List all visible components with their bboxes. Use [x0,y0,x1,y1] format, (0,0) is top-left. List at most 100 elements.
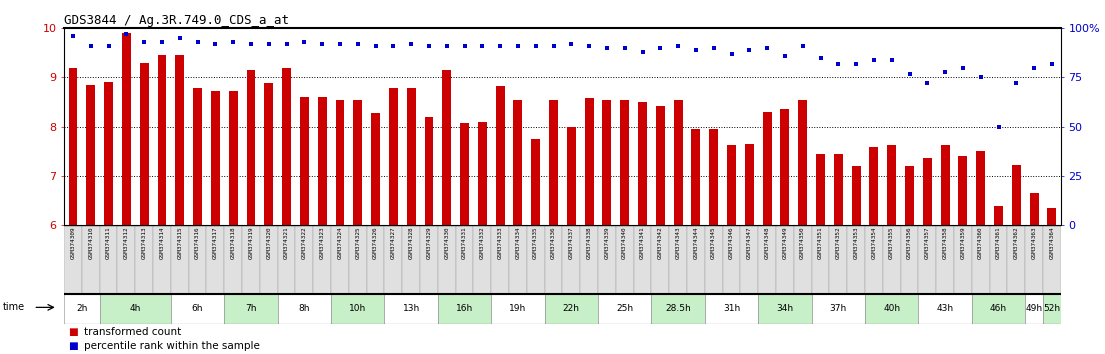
Point [420,43,438,49]
Bar [367,225,385,294]
Bar [242,225,260,294]
Bar [901,225,918,294]
Point [207,41,224,47]
Text: GSM374345: GSM374345 [712,227,716,259]
Point [82,43,99,49]
Text: GSM374347: GSM374347 [747,227,751,259]
Text: GSM374329: GSM374329 [427,227,431,259]
Text: ■: ■ [69,341,78,350]
Text: GSM374313: GSM374313 [141,227,147,259]
Bar [674,99,683,225]
Text: GSM374312: GSM374312 [124,227,129,259]
Bar [402,225,420,294]
Text: GSM374339: GSM374339 [604,227,610,259]
Bar [793,225,811,294]
Bar [971,294,1025,324]
Text: GSM374334: GSM374334 [515,227,520,259]
Text: GSM374348: GSM374348 [765,227,769,259]
Bar [171,294,224,324]
Text: GSM374316: GSM374316 [196,227,200,259]
Text: GSM374346: GSM374346 [729,227,734,259]
Bar [727,145,736,225]
Bar [705,225,723,294]
Bar [389,88,398,225]
Bar [282,68,291,225]
Bar [1008,225,1025,294]
Bar [633,225,652,294]
Text: GSM374315: GSM374315 [177,227,182,259]
Point [793,43,811,49]
Bar [277,225,295,294]
Point [277,41,295,47]
Text: GSM374320: GSM374320 [266,227,271,259]
Text: time: time [3,302,25,312]
Point [865,57,883,63]
Point [154,39,171,45]
Text: GSM374359: GSM374359 [960,227,966,259]
Text: GSM374357: GSM374357 [925,227,929,259]
Text: GSM374350: GSM374350 [800,227,806,259]
Text: 28.5h: 28.5h [665,304,691,313]
Point [438,43,455,49]
Point [883,57,901,63]
Bar [514,99,523,225]
Text: GSM374330: GSM374330 [444,227,450,259]
Bar [598,225,615,294]
Bar [758,294,811,324]
Point [723,51,740,57]
Text: GSM374319: GSM374319 [249,227,253,259]
Bar [905,166,914,225]
Point [1043,61,1061,67]
Point [509,43,527,49]
Bar [424,117,433,225]
Text: GSM374318: GSM374318 [231,227,235,259]
Point [812,55,830,61]
Bar [811,294,865,324]
Bar [224,294,277,324]
Text: 34h: 34h [777,304,793,313]
Bar [117,225,135,294]
Point [936,69,954,74]
Bar [438,225,455,294]
Point [990,124,1008,129]
Point [64,33,82,39]
Text: 49h: 49h [1025,304,1043,313]
Bar [86,85,95,225]
Text: GSM374354: GSM374354 [872,227,876,259]
Bar [385,225,402,294]
Text: 40h: 40h [883,304,901,313]
Bar [122,33,130,225]
Bar [923,159,932,225]
Text: GSM374324: GSM374324 [337,227,343,259]
Text: GSM374309: GSM374309 [71,227,75,259]
Text: GSM374358: GSM374358 [943,227,948,259]
Bar [758,225,776,294]
Bar [865,294,918,324]
Point [367,43,385,49]
Point [633,49,651,55]
Bar [99,225,117,294]
Text: 6h: 6h [192,304,203,313]
Bar [620,99,629,225]
Text: 31h: 31h [723,304,740,313]
Point [474,43,492,49]
Text: GSM374360: GSM374360 [978,227,983,259]
Bar [211,91,220,225]
Point [705,45,723,51]
Text: GSM374351: GSM374351 [818,227,823,259]
Bar [193,88,202,225]
Text: GSM374352: GSM374352 [835,227,841,259]
Bar [598,294,652,324]
Text: percentile rank within the sample: percentile rank within the sample [84,341,260,350]
Point [455,43,473,49]
Bar [492,225,509,294]
Text: GSM374325: GSM374325 [356,227,360,259]
Text: GSM374323: GSM374323 [319,227,325,259]
Bar [299,97,308,225]
Text: 43h: 43h [937,304,954,313]
Text: GSM374333: GSM374333 [497,227,503,259]
Text: GSM374344: GSM374344 [694,227,698,259]
Bar [104,82,113,225]
Bar [798,99,807,225]
Text: 25h: 25h [617,304,633,313]
